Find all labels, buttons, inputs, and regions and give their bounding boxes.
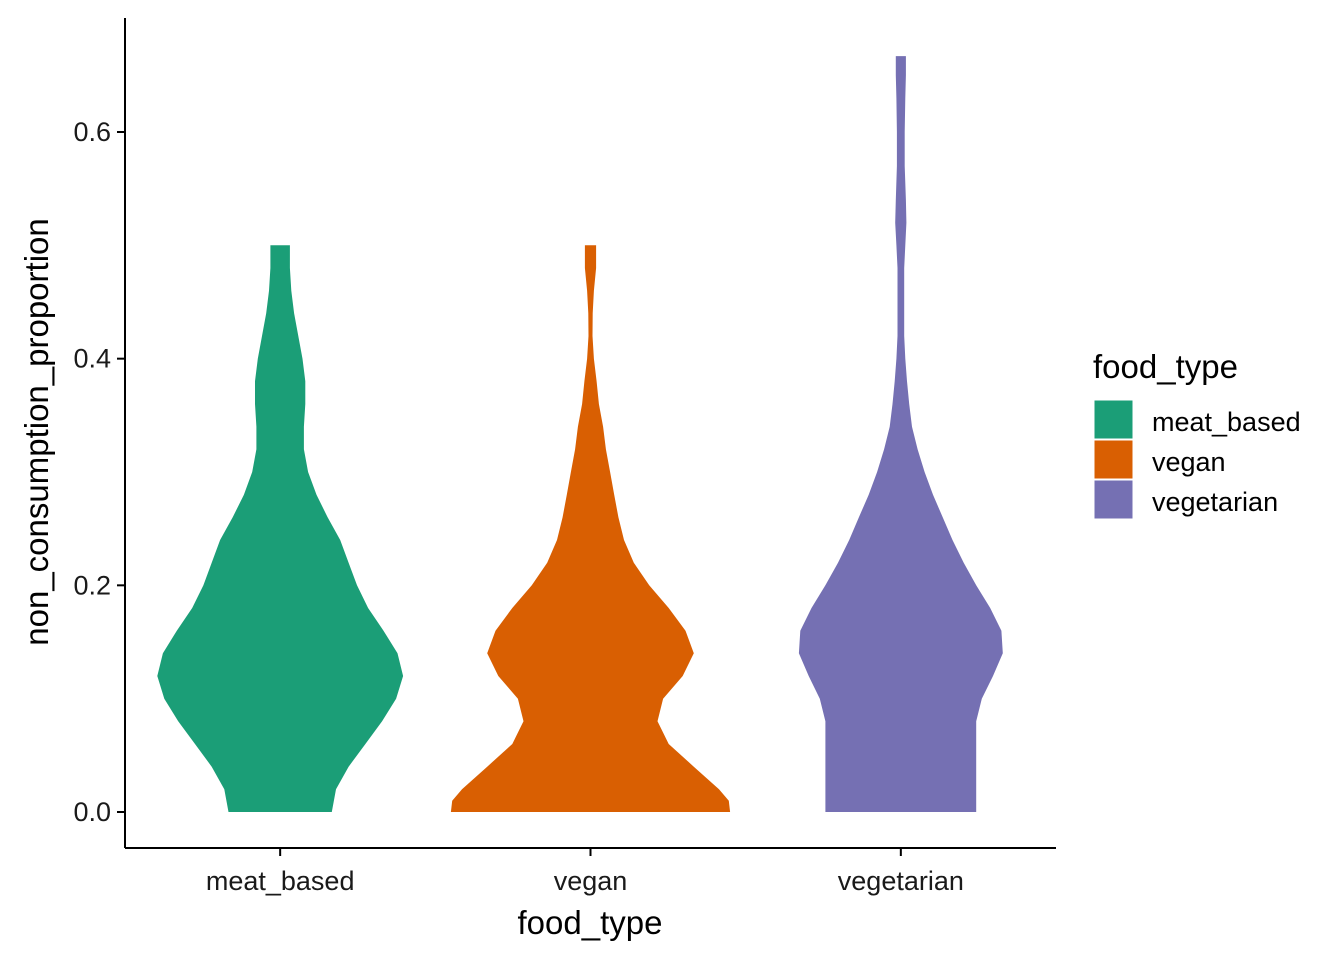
x-axis: meat_based vegan vegetarian	[125, 847, 1056, 896]
violin-layer	[157, 56, 1003, 813]
y-tick-label: 0.0	[73, 797, 111, 827]
x-axis-title: food_type	[518, 904, 663, 941]
x-tick-label: vegetarian	[838, 866, 964, 896]
legend-label-vegan: vegan	[1152, 447, 1226, 477]
y-tick-label: 0.2	[73, 570, 111, 600]
legend-label-meat-based: meat_based	[1152, 407, 1301, 437]
violin-vegetarian	[798, 56, 1003, 813]
y-axis: 0.0 0.2 0.4 0.6	[73, 18, 126, 848]
legend-key-vegetarian	[1093, 479, 1134, 520]
violin-vegan	[450, 245, 731, 813]
violin-meat-based	[157, 245, 404, 813]
y-tick-label: 0.6	[73, 117, 111, 147]
y-axis-ticks: 0.0 0.2 0.4 0.6	[73, 117, 125, 827]
x-axis-ticks: meat_based vegan vegetarian	[206, 848, 964, 896]
y-axis-title: non_consumption_proportion	[18, 218, 55, 645]
legend-label-vegetarian: vegetarian	[1152, 487, 1278, 517]
x-tick-label: vegan	[554, 866, 628, 896]
legend-key-meat-based	[1093, 399, 1134, 440]
legend-key-vegan	[1093, 439, 1134, 480]
y-tick-label: 0.4	[73, 344, 111, 374]
legend-title: food_type	[1093, 348, 1238, 385]
x-tick-label: meat_based	[206, 866, 355, 896]
